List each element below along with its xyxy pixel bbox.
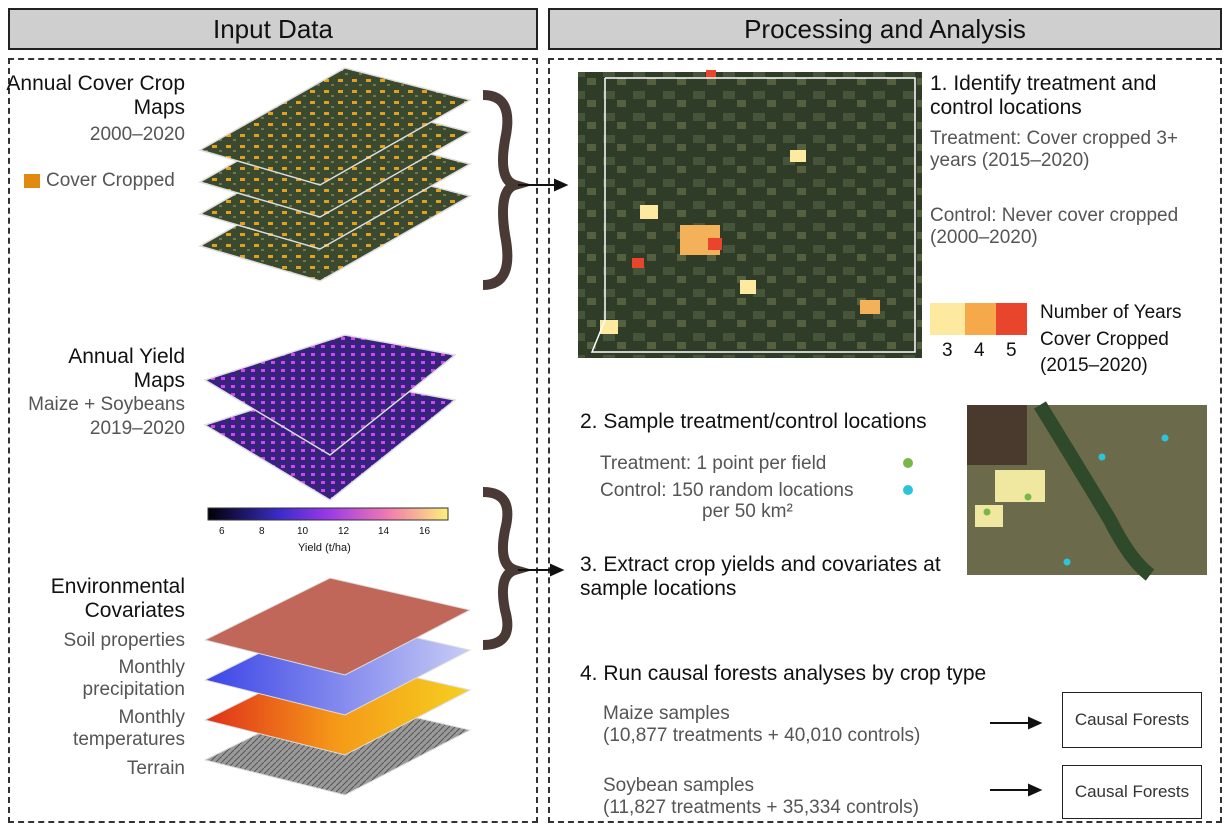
input-title: Annual Yield Maps (15, 345, 185, 393)
colorbar-tick: 12 (338, 526, 349, 538)
input-title: Annual Cover Crop Maps (5, 72, 185, 120)
control-dot (1162, 435, 1169, 442)
arrow-head (1029, 718, 1040, 728)
patch (708, 238, 722, 250)
step-text: Control: Never cover cropped (2000–2020) (930, 205, 1220, 249)
sample-label: Soybean samples (603, 775, 754, 797)
arrow-head (551, 565, 562, 575)
legend-swatch (24, 174, 40, 188)
yield-stack (205, 335, 455, 500)
input-years: 2000–2020 (90, 124, 185, 146)
treatment-dot (984, 509, 991, 516)
map-background (578, 72, 922, 358)
patch (860, 300, 880, 314)
field (995, 470, 1045, 502)
covariate-stack (205, 578, 470, 795)
colorbar-tick: 14 (378, 526, 389, 538)
layer-label: Monthly temperatures (55, 707, 185, 751)
cover-crop-stack (200, 68, 470, 281)
treatment-dot (1025, 494, 1032, 501)
step-text: Treatment: 1 point per field (600, 453, 826, 475)
legend-label: 4 (974, 340, 985, 362)
sample-detail: (10,877 treatments + 40,010 controls) (603, 725, 920, 747)
step-title: 1. Identify treatment and control locati… (930, 72, 1190, 120)
county-map (578, 70, 922, 358)
sample-image (967, 405, 1207, 575)
colorbar-tick: 16 (419, 526, 430, 538)
legend-label: 5 (1006, 340, 1017, 362)
page: Cover crop analysis workflow {"panels": … (0, 0, 1225, 827)
arrow-head (555, 180, 566, 190)
sample-label: Maize samples (603, 703, 730, 725)
patch (740, 280, 756, 294)
layer-label: Monthly precipitation (45, 657, 185, 701)
patch (632, 258, 644, 268)
arrow-head (1029, 785, 1040, 795)
colorbar-tick: 8 (259, 526, 265, 538)
layer-label: Soil properties (64, 630, 185, 652)
input-subtitle: Maize + Soybeans (0, 394, 185, 416)
method-box: Causal Forests (1062, 765, 1202, 819)
field (967, 405, 1027, 465)
layer-label: Terrain (127, 758, 185, 780)
legend-label: Cover Cropped (46, 170, 175, 192)
method-box: Causal Forests (1062, 692, 1202, 748)
input-title: Environmental Covariates (5, 575, 185, 623)
legend-swatch (930, 303, 965, 335)
page-body: Input Data Processing and Analysis (0, 0, 1225, 827)
step-title: 2. Sample treatment/control locations (580, 410, 927, 434)
brace (483, 95, 515, 285)
patch (790, 150, 806, 162)
control-dot (1064, 559, 1071, 566)
colorbar-tick: 10 (297, 526, 308, 538)
field (975, 505, 1003, 527)
patch (706, 70, 716, 78)
step-text: per 50 km² (702, 501, 793, 523)
colorbar (208, 508, 448, 520)
brace (483, 492, 515, 645)
step-title: 3. Extract crop yields and covariates at… (580, 553, 950, 601)
control-dot (903, 485, 913, 495)
step-title: 4. Run causal forests analyses by crop t… (580, 662, 986, 686)
sample-detail: (11,827 treatments + 35,334 controls) (603, 797, 919, 819)
legend-swatch (965, 303, 996, 335)
legend-label: 3 (942, 340, 953, 362)
patch (640, 205, 658, 219)
colorbar-tick: 6 (219, 526, 225, 538)
colorbar-label: Yield (t/ha) (298, 542, 351, 555)
treatment-dot (903, 458, 913, 468)
step-text: Treatment: Cover cropped 3+ years (2015–… (930, 128, 1220, 172)
legend-swatch (996, 303, 1027, 335)
input-years: 2019–2020 (90, 418, 185, 440)
control-dot (1099, 454, 1106, 461)
legend-title: Number of Years Cover Cropped (2015–2020… (1040, 300, 1220, 380)
step-text: Control: 150 random locations (600, 480, 853, 502)
